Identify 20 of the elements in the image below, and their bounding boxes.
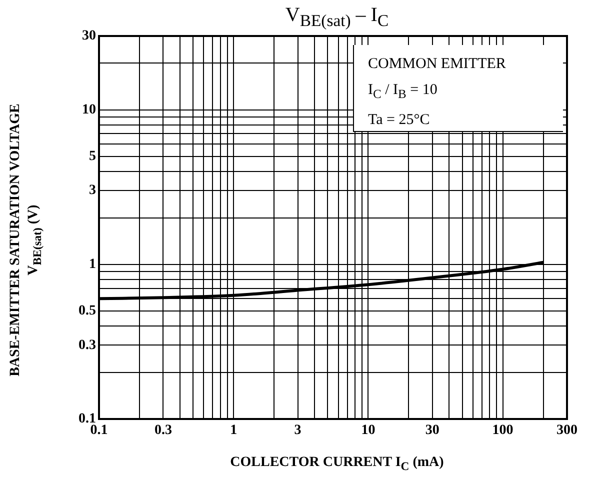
x-tick-label: 100 bbox=[492, 423, 514, 438]
x-tick-label: 300 bbox=[556, 423, 578, 438]
y-tick-label: 3 bbox=[89, 183, 96, 198]
y-tick-label: 10 bbox=[82, 102, 96, 118]
annotation: Ta = 25°C bbox=[368, 111, 431, 130]
x-tick-label: 10 bbox=[361, 423, 376, 438]
x-tick-label: 1 bbox=[230, 423, 238, 438]
y-tick-label: 0.3 bbox=[78, 338, 96, 353]
text-box: COMMON EMITTER I$_{C}$ / I$_{B}$ = 10 Ta = 25°C bbox=[353, 45, 563, 132]
x-tick-label: 3 bbox=[294, 423, 302, 438]
x-tick-label: 30 bbox=[425, 423, 440, 438]
y-tick-label: 5 bbox=[89, 148, 96, 164]
x-tick-label: 0.3 bbox=[154, 423, 172, 438]
annotation: I$_{C}$ / I$_{B}$ = 10 bbox=[368, 81, 438, 103]
x-axis-title: COLLECTOR CURRENT I$_{C}$ (mA) bbox=[229, 455, 445, 473]
y-tick-label: 0.5 bbox=[78, 304, 96, 319]
y-tick-label: 30 bbox=[82, 28, 96, 44]
y-tick-label: 1 bbox=[89, 256, 96, 272]
annotation: COMMON EMITTER bbox=[368, 55, 507, 74]
chart-title: V$_{BE(sat)}$ – I$_{C}$ bbox=[284, 4, 390, 31]
